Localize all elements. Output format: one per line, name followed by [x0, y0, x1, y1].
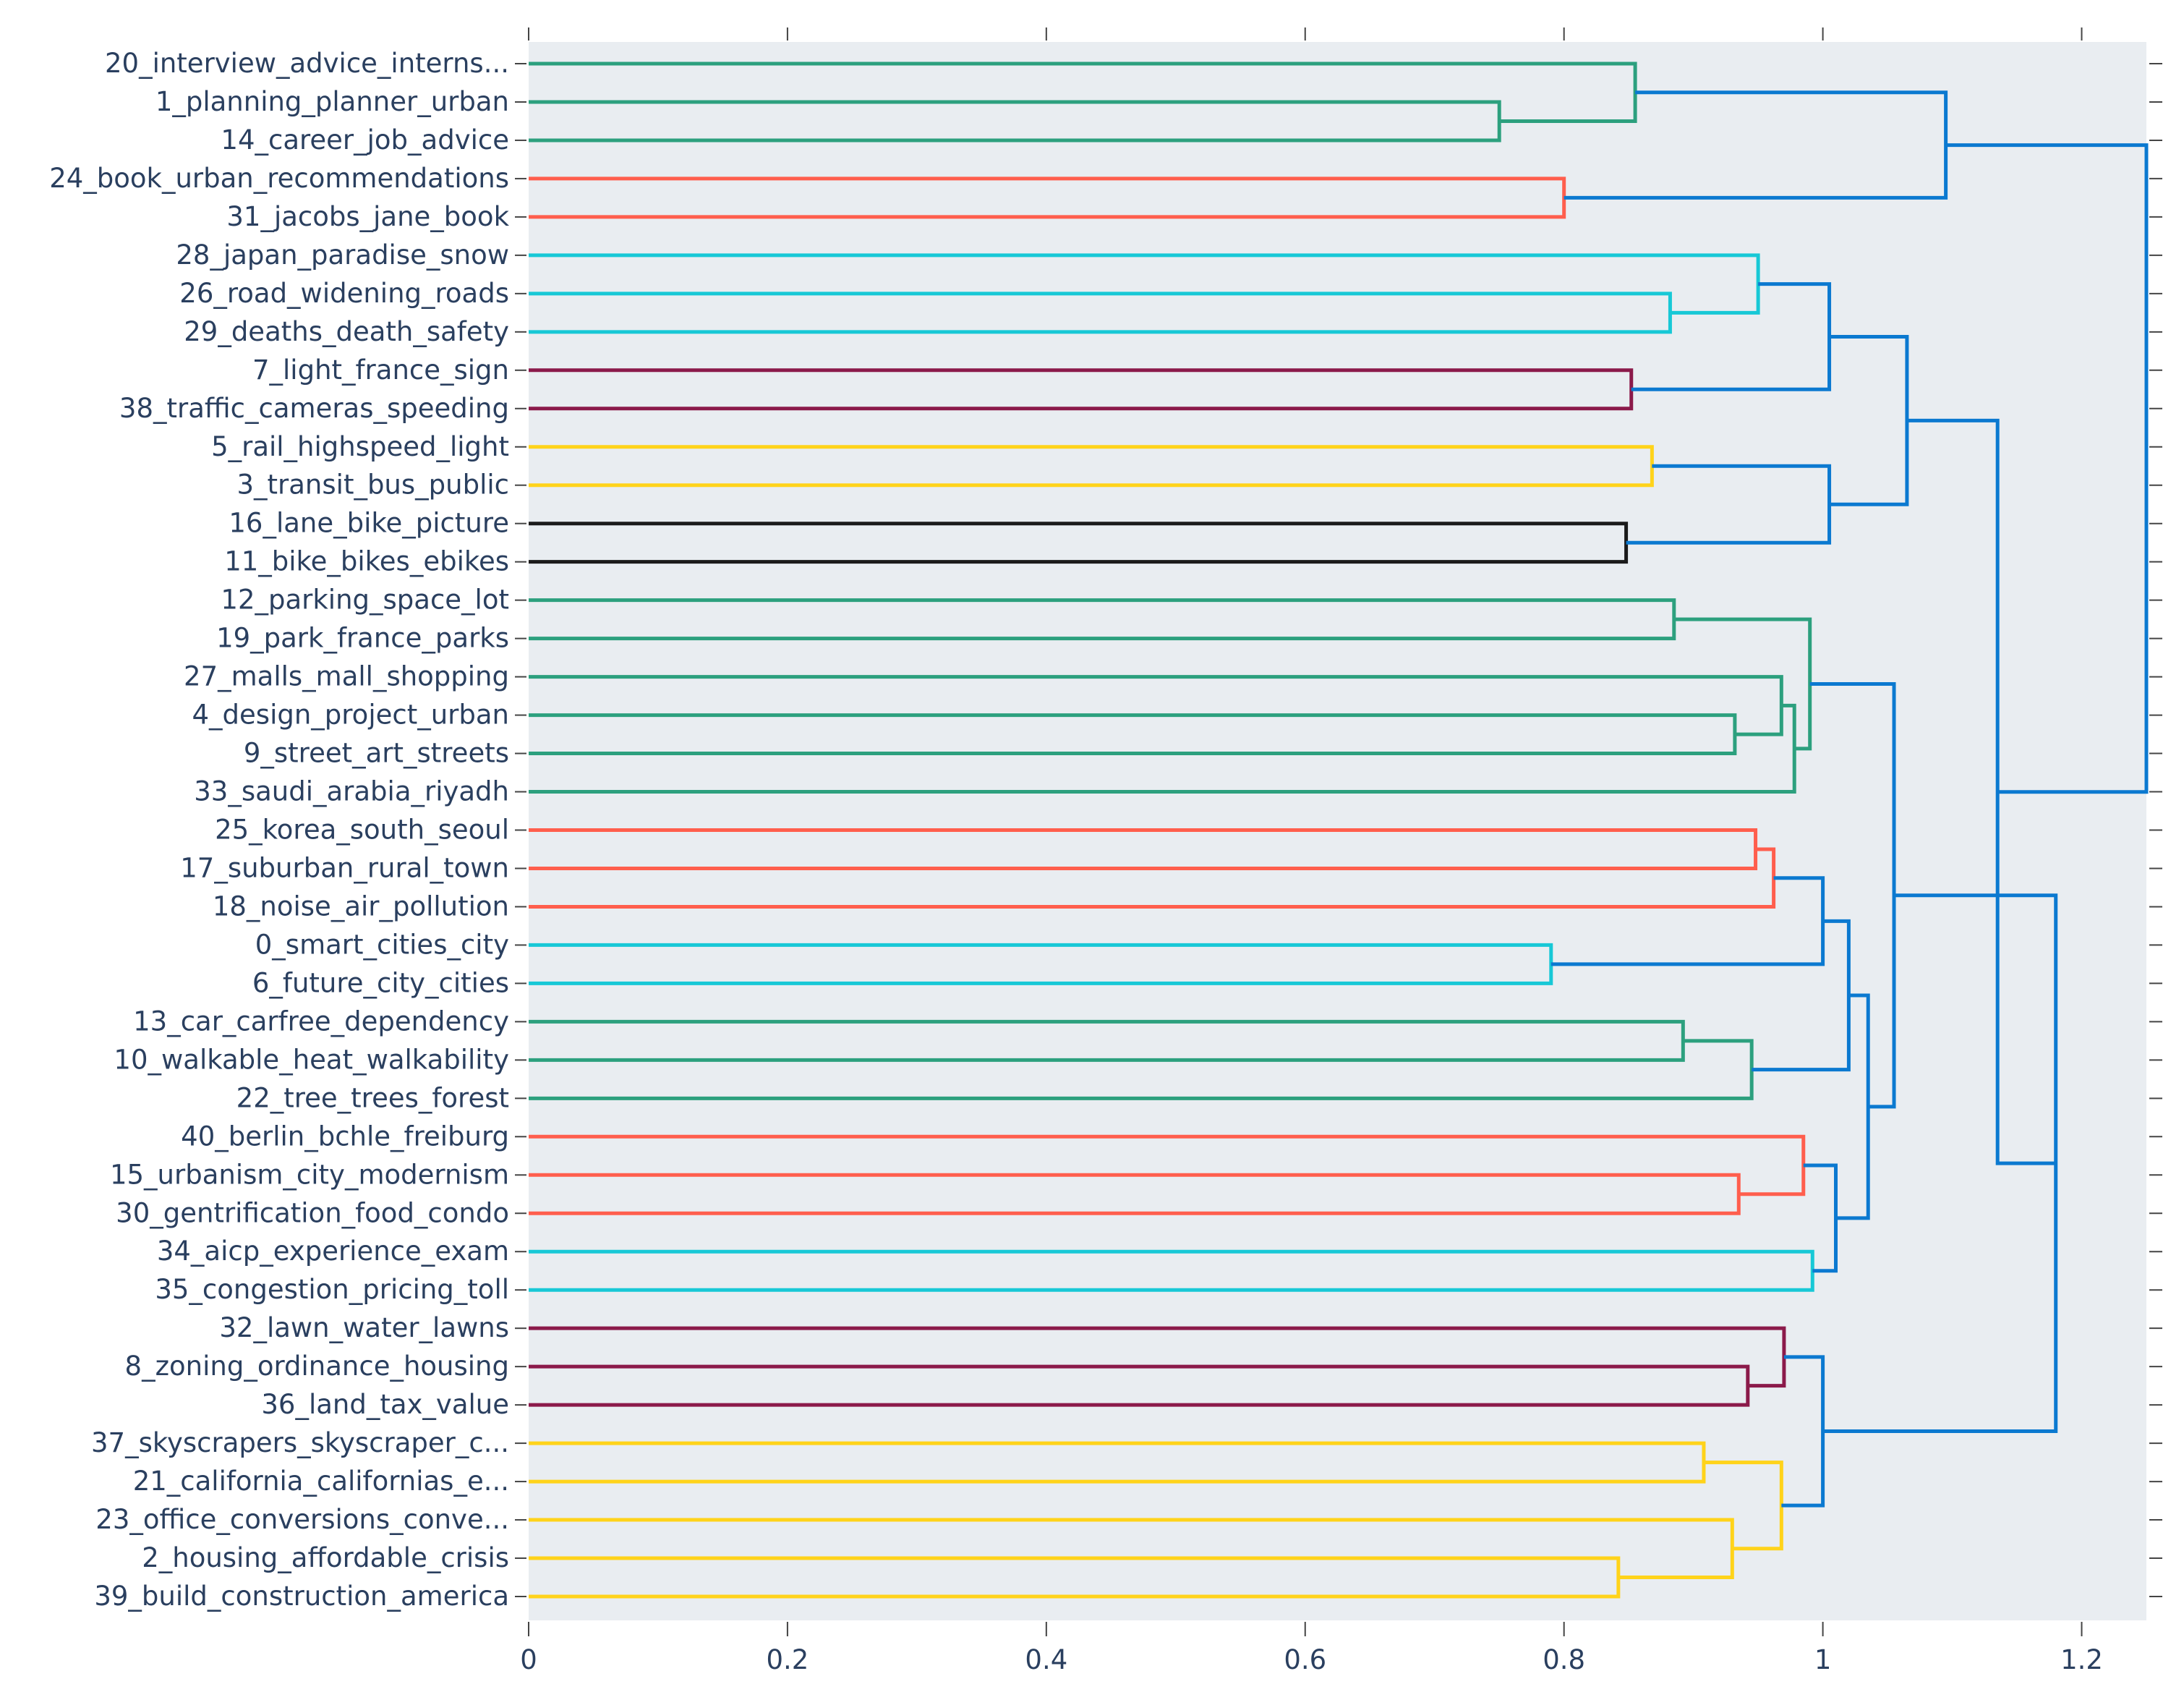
- right-axis-ticks: [2149, 63, 2162, 1597]
- link-AF: [529, 1326, 1786, 1388]
- link-AE: [529, 1364, 1750, 1407]
- leaf-label: 32_lawn_water_lawns: [219, 1312, 509, 1343]
- leaf-label: 33_saudi_arabia_riyadh: [194, 776, 509, 807]
- leaf-label: 34_aicp_experience_exam: [157, 1236, 509, 1267]
- leaf-label: 3_transit_bus_public: [237, 469, 510, 501]
- link-J: [529, 522, 1629, 564]
- leaf-label: 17_suburban_rural_town: [180, 852, 509, 883]
- top-axis-ticks: [528, 27, 2083, 41]
- x-axis: 0 0.2 0.4 0.6 0.8 1 1.2: [520, 1622, 2103, 1675]
- link-D: [1564, 90, 1948, 200]
- leaf-label: 5_rail_highspeed_light: [211, 431, 509, 462]
- leaf-label: 35_congestion_pricing_toll: [155, 1274, 509, 1305]
- x-tick-label: 0.4: [1025, 1644, 1067, 1675]
- link-W: [529, 1039, 1754, 1100]
- leaf-label: 31_jacobs_jane_book: [226, 201, 509, 232]
- leaf-label: 1_planning_planner_urban: [155, 86, 509, 117]
- link-R: [529, 828, 1758, 870]
- leaf-label: 24_book_urban_recommendations: [49, 163, 509, 194]
- leaf-label: 12_parking_space_lot: [221, 584, 509, 616]
- link-AH: [529, 1556, 1621, 1599]
- leaf-label: 28_japan_paradise_snow: [176, 239, 509, 271]
- link-T: [529, 943, 1553, 985]
- link-X: [1752, 919, 1851, 1072]
- leaf-label: 21_california_californias_e...: [133, 1466, 509, 1497]
- leaf-label: 13_car_carfree_dependency: [133, 1006, 509, 1037]
- link-Q: [1673, 617, 1812, 751]
- leaf-label: 36_land_tax_value: [261, 1389, 509, 1420]
- leaf-label: 2_housing_affordable_crisis: [142, 1542, 509, 1573]
- leaf-label: 19_park_france_parks: [216, 623, 509, 654]
- leaf-label: 10_walkable_heat_walkability: [114, 1044, 509, 1075]
- leaf-label: 4_design_project_urban: [192, 700, 509, 731]
- x-tick-label: 0.2: [766, 1644, 809, 1675]
- link-V: [529, 1019, 1685, 1062]
- leaf-label: 8_zoning_ordinance_housing: [125, 1351, 509, 1382]
- leaf-label: 39_build_construction_america: [94, 1581, 509, 1612]
- leaf-label: 37_skyscrapers_skyscraper_c...: [91, 1427, 509, 1458]
- leaf-label: 29_deaths_death_safety: [184, 316, 509, 347]
- x-tick-label: 1.2: [2060, 1644, 2103, 1675]
- link-AL: [1822, 893, 2058, 1434]
- leaf-label: 9_street_art_streets: [244, 738, 509, 769]
- leaf-label: 6_future_city_cities: [252, 967, 509, 998]
- x-tick-label: 0: [520, 1644, 537, 1675]
- leaf-label: 26_road_widening_roads: [179, 278, 509, 309]
- leaf-label: 18_noise_air_pollution: [213, 890, 509, 922]
- leaf-label: 22_tree_trees_forest: [236, 1082, 509, 1113]
- x-tick-label: 1: [1814, 1644, 1832, 1675]
- leaf-label: 0_smart_cities_city: [255, 929, 509, 960]
- leaf-label: 27_malls_mall_shopping: [184, 661, 509, 692]
- leaf-label: 30_gentrification_food_condo: [116, 1197, 509, 1228]
- leaf-label: 11_bike_bikes_ebikes: [224, 546, 509, 577]
- leaf-label: 15_urbanism_city_modernism: [110, 1159, 509, 1190]
- leaf-label: 14_career_job_advice: [221, 124, 509, 156]
- leaf-label: 16_lane_bike_picture: [229, 508, 509, 539]
- leaf-labels: 20_interview_advice_interns... 1_planning…: [49, 48, 526, 1612]
- leaf-label: 7_light_france_sign: [252, 354, 509, 386]
- leaf-label: 25_korea_south_seoul: [215, 815, 509, 846]
- link-AA: [529, 1249, 1814, 1292]
- leaf-label: 20_interview_advice_interns...: [105, 48, 509, 79]
- x-tick-label: 0.8: [1543, 1644, 1585, 1675]
- link-O: [529, 675, 1783, 736]
- leaf-label: 38_traffic_cameras_speeding: [119, 393, 509, 424]
- link-AN: [1945, 143, 2149, 794]
- link-L: [1829, 334, 1909, 506]
- leaf-label: 23_office_conversions_conve...: [95, 1504, 509, 1535]
- dendrogram-links: [529, 61, 2149, 1599]
- leaf-label: 40_berlin_bchle_freiburg: [181, 1121, 509, 1152]
- x-tick-label: 0.6: [1284, 1644, 1326, 1675]
- link-AJ: [1703, 1461, 1783, 1551]
- link-I: [529, 445, 1654, 488]
